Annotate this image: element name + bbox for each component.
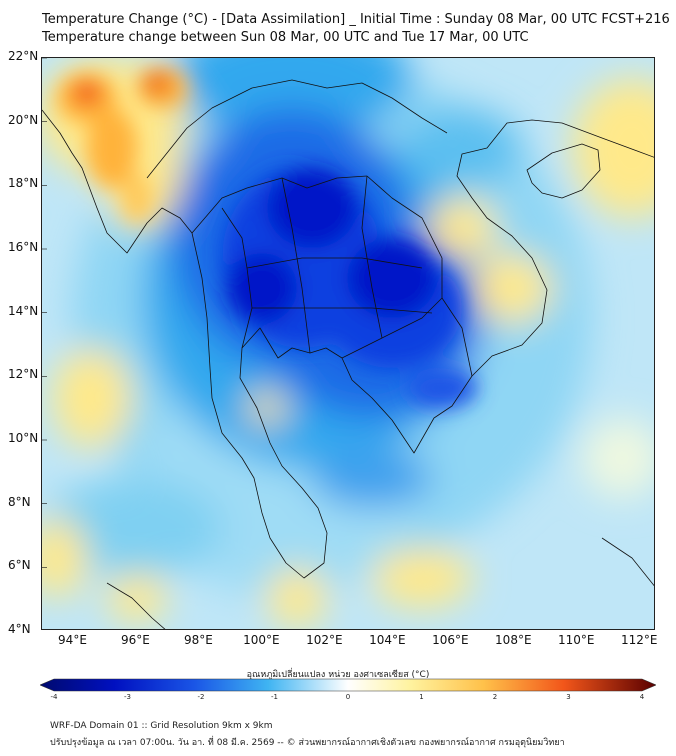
lon-label: 110°E xyxy=(558,633,595,647)
colorbar-tick-label: 2 xyxy=(492,693,498,701)
colorbar-tick-label: 3 xyxy=(566,693,571,701)
temperature-change-map xyxy=(42,58,654,629)
lat-ticks xyxy=(42,58,47,568)
colorbar-tick-label: 1 xyxy=(419,693,424,701)
lon-label: 96°E xyxy=(121,633,150,647)
lat-label: 14°N xyxy=(8,303,39,318)
lat-label: 8°N xyxy=(8,494,31,509)
map-subtitle: Temperature change between Sun 08 Mar, 0… xyxy=(42,30,529,45)
lon-label: 104°E xyxy=(369,633,406,647)
lat-label: 6°N xyxy=(8,558,31,573)
lat-label: 16°N xyxy=(8,240,39,254)
lat-label: 12°N xyxy=(8,367,39,382)
lon-label: 108°E xyxy=(495,633,532,647)
lon-label: 106°E xyxy=(432,633,469,647)
lat-label: 4°N xyxy=(8,622,31,636)
map-panel[interactable] xyxy=(41,57,655,630)
colorbar xyxy=(40,678,656,692)
lon-label: 100°E xyxy=(243,633,280,647)
colorbar-gradient xyxy=(40,678,656,692)
lat-label: 10°N xyxy=(8,431,39,445)
lon-label: 98°E xyxy=(183,633,213,647)
colorbar-tick-label: -2 xyxy=(197,693,205,701)
colorbar-tick-label: -4 xyxy=(50,693,58,701)
lat-label: 20°N xyxy=(8,112,39,127)
coastline-boundaries xyxy=(42,79,654,629)
colorbar-title: อุณหภูมิเปลี่ยนแปลง หน่วย องศาเซลเซียส (… xyxy=(246,670,430,680)
colorbar-tick-label: 0 xyxy=(345,693,351,701)
credit-line: ปรับปรุงข้อมูล ณ เวลา 07:00น. วัน อา. ที… xyxy=(50,738,565,748)
colorbar-tick-label: 4 xyxy=(639,693,645,701)
lon-label: 94°E xyxy=(58,633,87,647)
model-info: WRF-DA Domain 01 :: Grid Resolution 9km … xyxy=(50,721,273,731)
map-title: Temperature Change (°C) - [Data Assimila… xyxy=(42,12,670,27)
lon-label: 112°E xyxy=(621,633,658,647)
colorbar-tick-label: -1 xyxy=(271,693,278,701)
lat-label: 22°N xyxy=(8,49,39,63)
colorbar-tick-label: -3 xyxy=(124,693,131,701)
lon-label: 102°E xyxy=(306,633,343,647)
lat-label: 18°N xyxy=(8,176,39,191)
